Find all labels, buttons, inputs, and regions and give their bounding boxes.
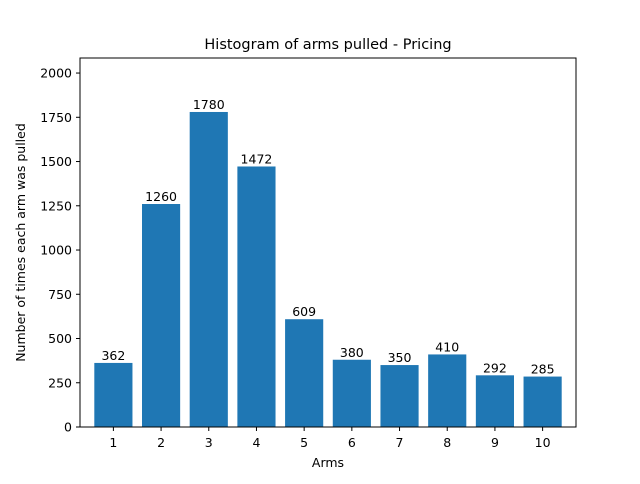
data-label-arm-7: 350 [388, 350, 412, 365]
x-tick-label-9: 9 [491, 435, 499, 450]
data-label-arm-2: 1260 [145, 189, 177, 204]
data-label-arm-9: 292 [483, 360, 507, 375]
data-label-arm-5: 609 [292, 304, 316, 319]
y-tick-label-1250: 1250 [40, 198, 72, 213]
x-tick-label-3: 3 [205, 435, 213, 450]
data-label-arm-10: 285 [531, 362, 555, 377]
y-axis: 0 250 500 750 1000 1250 1500 1750 2000 [40, 66, 80, 435]
y-axis-label: Number of times each arm was pulled [13, 123, 28, 362]
data-label-arm-8: 410 [435, 339, 459, 354]
y-tick-label-1500: 1500 [40, 154, 72, 169]
y-tick-label-2000: 2000 [40, 66, 72, 81]
bar-arm-4 [237, 166, 276, 428]
data-label-arm-4: 1472 [241, 151, 273, 166]
bar-arm-10 [523, 376, 562, 427]
bar-arm-1 [94, 362, 133, 427]
y-tick-label-750: 750 [48, 287, 72, 302]
x-axis: 1 2 3 4 5 6 7 8 9 10 [109, 427, 551, 450]
bar-arm-3 [189, 111, 228, 427]
y-tick-label-1000: 1000 [40, 243, 72, 258]
x-tick-label-10: 10 [535, 435, 551, 450]
x-tick-label-6: 6 [348, 435, 356, 450]
x-tick-label-8: 8 [443, 435, 451, 450]
x-tick-label-5: 5 [300, 435, 308, 450]
x-tick-label-2: 2 [157, 435, 165, 450]
chart-title: Histogram of arms pulled - Pricing [204, 37, 451, 53]
x-tick-label-1: 1 [109, 435, 117, 450]
bar-arm-9 [475, 375, 514, 427]
data-labels-layer: 362 1260 1780 1472 609 380 350 410 292 285 [101, 97, 554, 377]
bar-arm-7 [380, 365, 419, 427]
plot-frame [79, 57, 577, 428]
data-label-arm-1: 362 [101, 348, 125, 363]
y-tick-label-1750: 1750 [40, 110, 72, 125]
bar-arm-2 [142, 204, 181, 427]
bars-layer [94, 111, 562, 428]
bar-arm-6 [332, 359, 371, 427]
bar-arm-8 [428, 354, 467, 427]
y-tick-label-0: 0 [64, 420, 72, 435]
x-tick-label-7: 7 [396, 435, 404, 450]
data-label-arm-3: 1780 [193, 97, 225, 112]
data-label-arm-6: 380 [340, 345, 364, 360]
y-tick-label-250: 250 [48, 375, 72, 390]
bar-arm-5 [285, 319, 324, 427]
x-tick-label-4: 4 [252, 435, 260, 450]
x-axis-label: Arms [312, 455, 344, 470]
y-tick-label-500: 500 [48, 331, 72, 346]
